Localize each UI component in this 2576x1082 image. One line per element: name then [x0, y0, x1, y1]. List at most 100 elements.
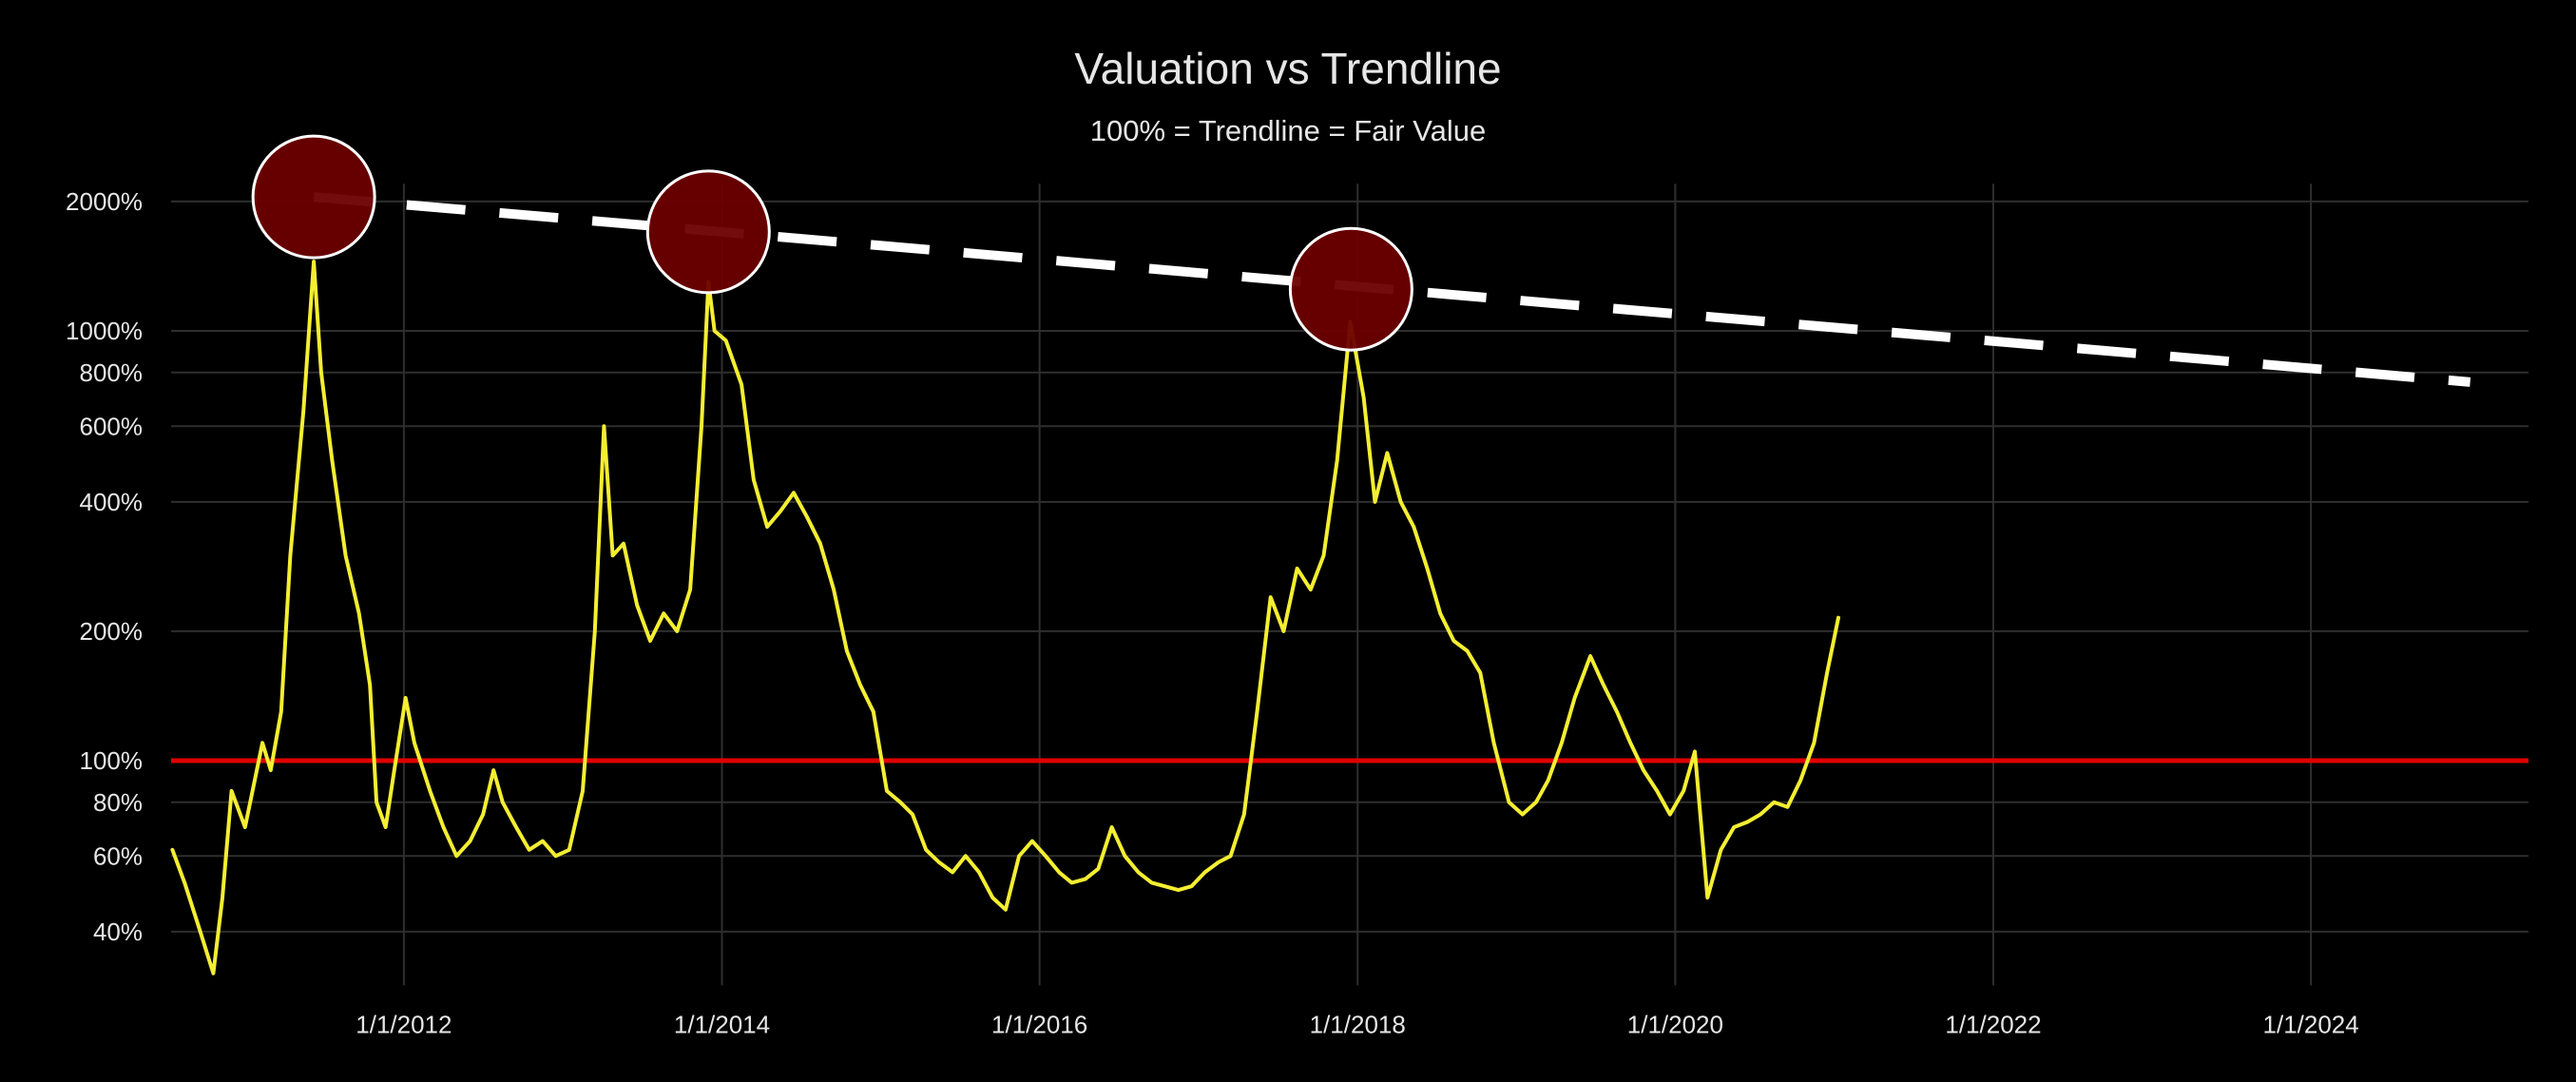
valuation-data-point — [230, 789, 234, 793]
valuation-data-point — [330, 458, 334, 462]
valuation-data-point — [514, 825, 518, 829]
grid — [171, 184, 2528, 986]
valuation-data-point — [243, 825, 247, 829]
valuation-data-point — [1177, 888, 1181, 892]
valuation-data-point — [1044, 854, 1048, 858]
valuation-data-point — [872, 709, 875, 713]
valuation-data-point — [593, 629, 597, 633]
valuation-data-point — [1322, 553, 1326, 557]
y-tick-label: 800% — [80, 358, 144, 387]
peak-marker-circle — [251, 134, 376, 260]
valuation-data-point — [269, 768, 273, 772]
y-tick-label: 2000% — [66, 187, 143, 216]
valuation-data-point — [1655, 789, 1659, 793]
valuation-data-point — [1096, 867, 1100, 871]
valuation-data-point — [1547, 779, 1550, 783]
valuation-data-point — [221, 896, 224, 899]
y-tick-label: 200% — [80, 617, 144, 646]
valuation-data-point — [1772, 801, 1776, 804]
valuation-data-point — [1668, 812, 1672, 816]
valuation-data-point — [675, 629, 679, 633]
valuation-data-point — [990, 896, 994, 899]
valuation-data-point — [1004, 908, 1008, 912]
valuation-data-point — [375, 801, 378, 804]
valuation-data-point — [1057, 870, 1061, 874]
valuation-data-point — [1759, 812, 1762, 816]
valuation-data-point — [662, 611, 665, 615]
valuation-data-point — [622, 542, 625, 546]
valuation-data-point — [279, 709, 283, 713]
valuation-data-point — [428, 789, 432, 793]
valuation-data-point — [357, 611, 361, 615]
chart-title: Valuation vs Trendline — [1074, 44, 1501, 93]
peak-marker-circle — [645, 169, 771, 295]
valuation-data-point — [1084, 878, 1087, 881]
valuation-data-point — [1642, 768, 1645, 772]
valuation-data-point — [1521, 812, 1525, 816]
valuation-data-point — [1296, 567, 1299, 570]
y-tick-label: 600% — [80, 412, 144, 440]
valuation-data-point — [1825, 671, 1829, 675]
valuation-data-point — [1309, 588, 1313, 591]
valuation-data-point — [1242, 812, 1246, 816]
valuation-data-point — [404, 696, 408, 700]
valuation-data-point — [1534, 801, 1538, 804]
valuation-data-point — [635, 603, 639, 607]
valuation-data-point — [1478, 671, 1482, 675]
x-tick-label: 1/1/2024 — [2263, 1010, 2359, 1038]
valuation-data-point — [765, 525, 769, 529]
valuation-data-point — [1189, 884, 1193, 888]
valuation-data-point — [937, 860, 941, 864]
valuation-data-point — [832, 588, 836, 591]
y-axis-ticks: 40% 60% 80% 100% 200% 400% 600% 800% 1000% 2000% — [66, 187, 143, 946]
valuation-data-point — [468, 840, 471, 843]
valuation-data-point — [1425, 567, 1429, 570]
valuation-data-point — [752, 478, 756, 482]
valuation-data-point — [501, 801, 505, 804]
valuation-data-point — [1030, 840, 1034, 843]
valuation-data-point — [1745, 820, 1749, 823]
x-tick-label: 1/1/2020 — [1627, 1010, 1723, 1038]
valuation-data-point — [1451, 639, 1455, 643]
valuation-data-point — [344, 553, 348, 557]
valuation-data-point — [1110, 825, 1114, 829]
valuation-data-point — [648, 639, 652, 643]
valuation-data-point — [384, 825, 388, 829]
valuation-data-point — [491, 768, 495, 772]
y-tick-label: 400% — [80, 488, 144, 516]
valuation-data-point — [528, 848, 531, 852]
valuation-data-point — [581, 789, 585, 793]
valuation-data-point — [700, 424, 703, 428]
valuation-data-point — [1588, 654, 1592, 658]
peak-markers — [251, 134, 1413, 352]
valuation-data-point — [1150, 880, 1154, 884]
y-tick-label: 60% — [93, 841, 143, 870]
valuation-data-point — [1269, 595, 1273, 599]
valuation-data-point — [368, 683, 372, 686]
valuation-data-point — [442, 825, 446, 829]
valuation-data-point — [858, 683, 862, 686]
valuation-data-point — [1137, 870, 1141, 874]
valuation-data-point — [1560, 741, 1564, 744]
valuation-data-point — [792, 491, 796, 494]
valuation-data-point — [170, 848, 174, 852]
valuation-data-point — [1719, 848, 1722, 852]
valuation-data-point — [1163, 884, 1166, 888]
chart-subtitle: 100% = Trendline = Fair Value — [1090, 114, 1486, 147]
valuation-data-point — [1466, 649, 1470, 653]
valuation-data-point — [1812, 741, 1816, 744]
valuation-data-point — [1229, 854, 1233, 858]
valuation-data-point — [413, 741, 416, 744]
valuation-data-point — [554, 854, 558, 858]
valuation-data-point — [1281, 629, 1285, 633]
valuation-data-point — [288, 553, 292, 557]
valuation-data-point — [1602, 683, 1605, 686]
valuation-data-point — [977, 870, 981, 874]
valuation-data-point — [911, 812, 914, 816]
valuation-data-point — [301, 410, 305, 414]
valuation-data-point — [211, 972, 215, 976]
valuation-data-point — [845, 649, 849, 653]
valuation-data-point — [1203, 870, 1207, 874]
